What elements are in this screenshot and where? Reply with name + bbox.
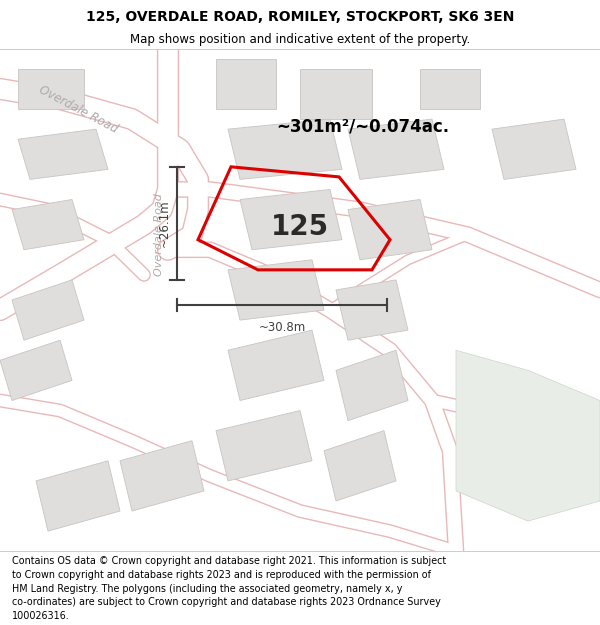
Polygon shape (18, 69, 84, 109)
Text: Overdale Road: Overdale Road (154, 193, 164, 276)
Polygon shape (348, 119, 444, 179)
Text: Overdale Road: Overdale Road (37, 82, 119, 136)
Polygon shape (12, 280, 84, 340)
Text: Contains OS data © Crown copyright and database right 2021. This information is : Contains OS data © Crown copyright and d… (12, 556, 446, 566)
Text: ~301m²/~0.074ac.: ~301m²/~0.074ac. (276, 118, 449, 136)
Polygon shape (336, 280, 408, 340)
Polygon shape (228, 330, 324, 401)
Polygon shape (0, 340, 72, 401)
Text: 125, OVERDALE ROAD, ROMILEY, STOCKPORT, SK6 3EN: 125, OVERDALE ROAD, ROMILEY, STOCKPORT, … (86, 10, 514, 24)
Polygon shape (36, 461, 120, 531)
Text: ~30.8m: ~30.8m (259, 321, 305, 334)
Polygon shape (420, 69, 480, 109)
Polygon shape (12, 199, 84, 250)
Polygon shape (240, 189, 342, 250)
Polygon shape (18, 129, 108, 179)
Polygon shape (216, 59, 276, 109)
Polygon shape (216, 411, 312, 481)
Polygon shape (120, 441, 204, 511)
Text: to Crown copyright and database rights 2023 and is reproduced with the permissio: to Crown copyright and database rights 2… (12, 570, 431, 580)
Text: Map shows position and indicative extent of the property.: Map shows position and indicative extent… (130, 33, 470, 46)
Polygon shape (336, 350, 408, 421)
Polygon shape (300, 69, 372, 119)
Text: 125: 125 (271, 213, 329, 241)
Polygon shape (456, 350, 600, 521)
Text: ~26.1m: ~26.1m (157, 199, 170, 247)
Polygon shape (228, 119, 342, 179)
Text: co-ordinates) are subject to Crown copyright and database rights 2023 Ordnance S: co-ordinates) are subject to Crown copyr… (12, 598, 441, 608)
Polygon shape (348, 199, 432, 260)
Text: HM Land Registry. The polygons (including the associated geometry, namely x, y: HM Land Registry. The polygons (includin… (12, 584, 403, 594)
Text: 100026316.: 100026316. (12, 611, 70, 621)
Polygon shape (492, 119, 576, 179)
Polygon shape (324, 431, 396, 501)
Polygon shape (228, 260, 324, 320)
